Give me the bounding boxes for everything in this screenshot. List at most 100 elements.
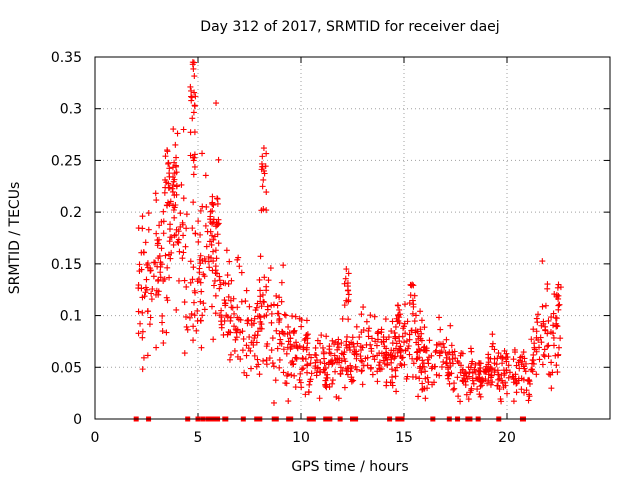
data-point: [164, 199, 171, 206]
data-point: [528, 366, 535, 373]
data-point: [176, 248, 183, 255]
data-point: [224, 331, 231, 338]
data-point: [415, 346, 422, 353]
data-point: [170, 126, 177, 133]
data-point: [424, 385, 431, 392]
data-point: [154, 277, 161, 284]
data-point: [401, 323, 408, 330]
data-point: [413, 339, 420, 346]
data-point: [139, 213, 146, 220]
data-point: [557, 335, 564, 342]
data-point: [358, 357, 365, 364]
data-point: [247, 365, 254, 372]
data-point: [500, 384, 507, 391]
data-point: [555, 295, 562, 302]
data-point: [345, 287, 352, 294]
data-point: [529, 368, 536, 375]
data-point: [166, 274, 173, 281]
data-point: [304, 369, 311, 376]
data-point: [140, 249, 147, 256]
data-point: [269, 360, 276, 367]
data-point: [458, 350, 465, 357]
data-point: [256, 313, 263, 320]
data-point: [229, 304, 236, 311]
data-point: [164, 264, 171, 271]
data-point: [164, 297, 171, 304]
data-point: [189, 276, 196, 283]
data-point: [274, 345, 281, 352]
data-point: [203, 243, 210, 250]
data-point: [148, 290, 155, 297]
data-point: [556, 301, 563, 308]
data-point: [270, 301, 277, 308]
data-point: [180, 126, 187, 133]
data-point: [516, 365, 523, 372]
data-point: [343, 266, 350, 273]
data-point: [296, 376, 303, 383]
data-point: [365, 333, 372, 340]
data-point: [191, 102, 198, 109]
data-point: [222, 300, 229, 307]
data-point: [489, 340, 496, 347]
data-point: [135, 308, 142, 315]
x-tick-label: 0: [91, 430, 100, 446]
data-point: [510, 356, 517, 363]
data-point: [477, 393, 484, 400]
data-point: [554, 352, 561, 359]
data-point: [208, 241, 215, 248]
data-point: [338, 350, 345, 357]
data-point: [521, 355, 528, 362]
data-point: [300, 356, 307, 363]
data-point: [289, 358, 296, 365]
data-point: [366, 325, 373, 332]
data-point: [388, 356, 395, 363]
data-point: [289, 361, 296, 368]
data-point: [289, 313, 296, 320]
data-point: [155, 291, 162, 298]
data-point: [482, 376, 489, 383]
data-point: [479, 378, 486, 385]
data-point: [231, 347, 238, 354]
data-point: [163, 179, 170, 186]
data-point: [368, 335, 375, 342]
data-point: [312, 365, 319, 372]
data-point: [335, 395, 342, 402]
data-point: [312, 359, 319, 366]
data-point: [163, 294, 170, 301]
data-point: [469, 358, 476, 365]
chart-title: Day 312 of 2017, SRMTID for receiver dae…: [200, 19, 499, 35]
data-point: [175, 239, 182, 246]
data-point: [347, 347, 354, 354]
data-point: [497, 353, 504, 360]
data-point: [267, 265, 274, 272]
data-point: [345, 298, 352, 305]
data-point: [539, 361, 546, 368]
data-point: [542, 302, 549, 309]
data-point: [230, 295, 237, 302]
data-point: [485, 361, 492, 368]
data-point: [385, 334, 392, 341]
data-point: [173, 154, 180, 161]
data-point: [343, 367, 350, 374]
data-point: [457, 352, 464, 359]
data-point: [190, 337, 197, 344]
data-point: [188, 97, 195, 104]
data-point: [505, 374, 512, 381]
data-point: [180, 232, 187, 239]
data-point: [231, 310, 238, 317]
data-point: [394, 364, 401, 371]
data-point: [509, 373, 516, 380]
data-point: [225, 280, 232, 287]
data-point: [254, 356, 261, 363]
data-point: [322, 381, 329, 388]
data-point: [544, 330, 551, 337]
data-point: [280, 369, 287, 376]
data-point: [214, 195, 221, 202]
data-point: [160, 230, 167, 237]
x-tick-labels: 0 5 10 15 20: [91, 430, 516, 446]
data-point: [510, 376, 517, 383]
data-point: [545, 317, 552, 324]
data-point: [536, 356, 543, 363]
data-point: [301, 337, 308, 344]
data-point: [264, 340, 271, 347]
